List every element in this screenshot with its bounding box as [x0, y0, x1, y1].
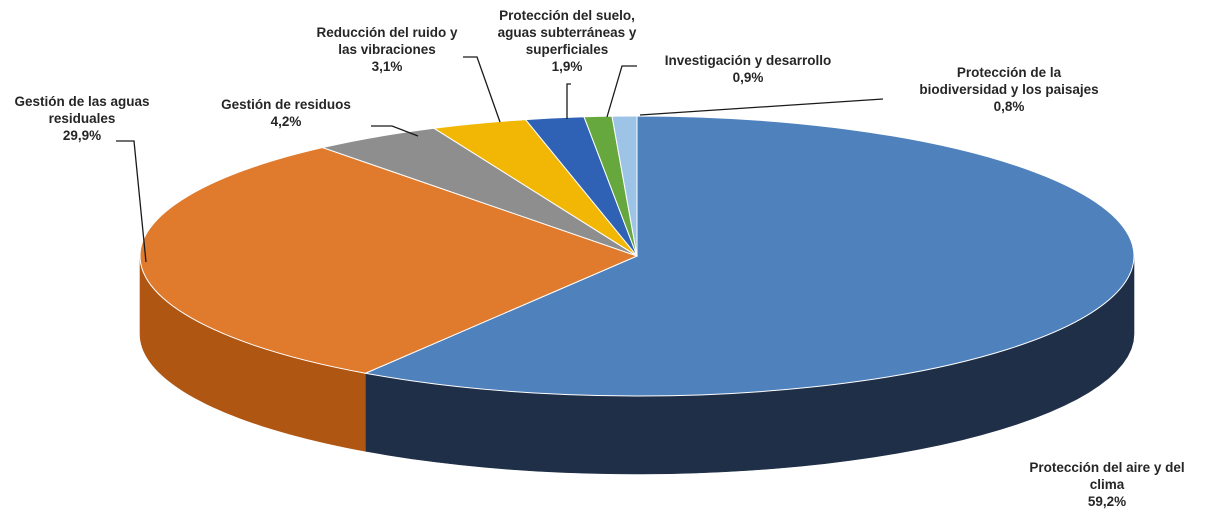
- slice-value-label: 0,8%: [994, 99, 1025, 114]
- slice-label: Protección de la biodiversidad y los pais…: [919, 65, 1098, 114]
- slice-name-label: Gestión de residuos: [221, 97, 351, 112]
- pie-slice: [363, 115, 1135, 397]
- slice-name-label: Gestión de las aguas: [14, 94, 149, 109]
- leader-line: [463, 56, 501, 123]
- slice-name-label: Protección de la: [957, 65, 1062, 80]
- leader-line: [371, 125, 419, 137]
- slice-label: Reducción del ruido y las vibraciones 3,1%: [316, 25, 458, 74]
- slice-value-label: 29,9%: [63, 128, 101, 143]
- pie-slices: [139, 115, 1135, 475]
- pie-slice: [139, 147, 639, 374]
- slice-label: Investigación y desarrollo 0,9%: [665, 53, 832, 85]
- slice-value-label: 0,9%: [733, 70, 764, 85]
- slice-value-label: 4,2%: [271, 114, 302, 129]
- leader-line: [639, 98, 884, 116]
- slice-label: Gestión de las aguas residuales 29,9%: [14, 94, 149, 143]
- slice-name-label: clima: [1090, 477, 1125, 492]
- slice-name-label: aguas subterráneas y: [498, 25, 637, 40]
- slice-value-label: 1,9%: [552, 59, 583, 74]
- slice-value-label: 3,1%: [372, 59, 403, 74]
- leader-lines: [116, 56, 884, 263]
- slice-name-label: superficiales: [526, 42, 609, 57]
- slice-label: Protección del aire y del clima 59,2%: [1029, 460, 1184, 509]
- pie-slice: [611, 115, 638, 257]
- slice-name-label: las vibraciones: [338, 42, 436, 57]
- leader-line: [606, 65, 637, 118]
- slice-name-label: biodiversidad y los paisajes: [919, 82, 1098, 97]
- slice-label: Protección del suelo, aguas subterráneas …: [498, 8, 637, 74]
- slice-name-label: residuales: [49, 111, 116, 126]
- slice-name-label: Protección del aire y del: [1029, 460, 1184, 475]
- slice-labels: Protección del aire y del clima 59,2% Gesti…: [14, 8, 1184, 509]
- slice-name-label: Protección del suelo,: [499, 8, 635, 23]
- slice-name-label: Reducción del ruido y: [316, 25, 458, 40]
- slice-value-label: 59,2%: [1088, 494, 1126, 509]
- slice-label: Gestión de residuos 4,2%: [221, 97, 351, 129]
- leader-line: [566, 83, 571, 119]
- leader-line: [116, 140, 147, 263]
- slice-name-label: Investigación y desarrollo: [665, 53, 832, 68]
